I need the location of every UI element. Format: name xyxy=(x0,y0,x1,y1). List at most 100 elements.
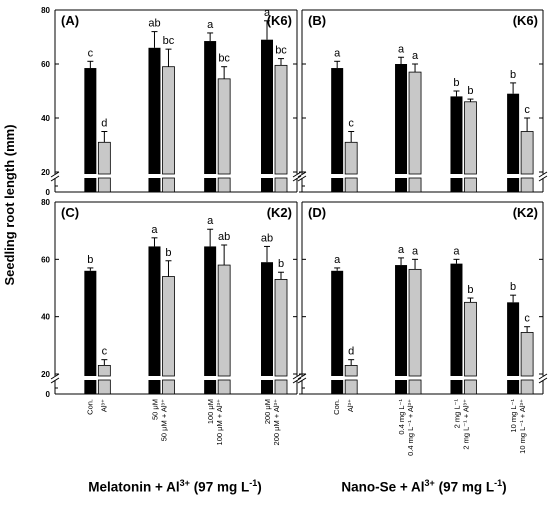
significance-letter: a xyxy=(412,245,419,257)
cultivar-tag: (K2) xyxy=(513,205,538,220)
bar-control-stub xyxy=(148,380,161,394)
bar-al-stub xyxy=(162,177,175,193)
panel-tag: (B) xyxy=(308,13,326,28)
axis-break-mark xyxy=(50,175,60,182)
panel-tag: (A) xyxy=(61,13,79,28)
bar-al xyxy=(408,268,422,377)
bar-control-stub xyxy=(204,380,217,394)
y-tick-label: 80 xyxy=(41,6,50,15)
x-axis-title-nano-se: Nano-Se + Al3+ (97 mg L-1) xyxy=(341,478,507,495)
bar-al xyxy=(344,364,358,377)
significance-letter: c xyxy=(524,313,530,325)
significance-letter: a xyxy=(334,47,341,59)
x-tick-label: 100 μM xyxy=(206,399,215,424)
x-tick-label: 0.4 mg L⁻¹ xyxy=(397,398,406,434)
axis-break-mark xyxy=(297,171,307,178)
cultivar-tag: (K6) xyxy=(267,13,292,28)
panel-tag: (C) xyxy=(61,205,79,220)
significance-letter: bc xyxy=(163,35,175,47)
bar-control-stub xyxy=(331,178,344,192)
bar-control-stub xyxy=(84,380,97,394)
significance-letter: a xyxy=(453,245,460,257)
bar-al xyxy=(520,131,534,175)
axis-break-mark xyxy=(292,373,302,380)
bar-control xyxy=(507,93,520,174)
bar-al-stub xyxy=(97,379,111,395)
axis-break-mark xyxy=(538,377,548,384)
x-tick-label: 100 μM + Al³⁺ xyxy=(215,399,224,445)
bar-control xyxy=(395,64,408,174)
significance-letter: c xyxy=(348,118,354,130)
axis-break-mark xyxy=(297,373,307,380)
x-tick-label: 10 mg L⁻¹ + Al³⁺ xyxy=(518,399,527,454)
axis-break-mark xyxy=(50,377,60,384)
axis-break-mark xyxy=(538,175,548,182)
significance-letter: b xyxy=(87,254,93,266)
cultivar-tag: (K2) xyxy=(267,205,292,220)
bar-al-stub xyxy=(344,379,358,395)
significance-letter: a xyxy=(264,7,271,19)
bar-al xyxy=(520,332,534,377)
significance-letter: b xyxy=(467,85,473,97)
significance-letter: c xyxy=(102,346,108,358)
bar-control xyxy=(331,270,344,376)
significance-letter: b xyxy=(165,247,171,259)
axis-break-mark xyxy=(292,171,302,178)
y-tick-label: 20 xyxy=(41,168,50,177)
y-tick-label: 20 xyxy=(41,370,50,379)
bar-al-stub xyxy=(162,379,175,395)
cultivar-tag: (K6) xyxy=(513,13,538,28)
x-tick-label: Al³⁺ xyxy=(99,399,108,412)
x-tick-label: 50 μM + Al³⁺ xyxy=(159,399,168,441)
bar-control-stub xyxy=(450,178,463,192)
bar-al-stub xyxy=(274,379,288,395)
bar-al xyxy=(274,64,288,175)
axis-break-mark xyxy=(297,175,307,182)
bar-al xyxy=(344,141,358,175)
x-tick-labels: Con. Al³⁺ 50 μM 50 μM + Al³⁺ 100 μM 100 μM + … xyxy=(85,398,527,455)
bar-control xyxy=(148,47,161,174)
significance-letter: bc xyxy=(218,53,230,65)
bar-al xyxy=(274,278,288,377)
significance-letter: ab xyxy=(218,231,230,243)
axis-break-mark xyxy=(292,175,302,182)
bar-control xyxy=(148,246,161,376)
bar-al-stub xyxy=(520,379,534,395)
axis-break-mark xyxy=(538,373,548,380)
bar-control-stub xyxy=(395,178,408,192)
bar-al-stub xyxy=(464,177,477,193)
y-tick-label: 0 xyxy=(46,188,51,197)
bar-al-stub xyxy=(408,177,422,193)
bar-al-stub xyxy=(344,177,358,193)
y-tick-label: 80 xyxy=(41,198,50,207)
bar-control-stub xyxy=(507,178,520,192)
significance-letter: b xyxy=(510,69,516,81)
bar-control xyxy=(261,262,274,376)
bar-al xyxy=(217,264,231,377)
bar-control-stub xyxy=(84,178,97,192)
bar-al-stub xyxy=(97,177,111,193)
significance-letter: b xyxy=(278,258,284,270)
bar-al-stub xyxy=(408,379,422,395)
x-tick-label: 200 μM + Al³⁺ xyxy=(272,399,281,445)
y-tick-label: 60 xyxy=(41,60,50,69)
bar-control xyxy=(450,96,463,174)
bar-control xyxy=(261,39,274,175)
significance-letter: a xyxy=(334,254,341,266)
bar-al-stub xyxy=(217,379,231,395)
bar-al xyxy=(464,101,477,175)
bar-control xyxy=(395,265,408,376)
significance-letter: a xyxy=(398,43,405,55)
y-tick-label: 60 xyxy=(41,255,50,264)
x-tick-label: Al³⁺ xyxy=(346,399,355,412)
x-tick-label: 2 mg L⁻¹ + Al³⁺ xyxy=(461,399,470,450)
bar-al-stub xyxy=(464,379,477,395)
significance-letter: d xyxy=(348,346,354,358)
bar-al-stub xyxy=(520,177,534,193)
significance-letter: a xyxy=(207,19,214,31)
bar-control xyxy=(84,68,97,174)
significance-letter: b xyxy=(467,284,473,296)
significance-letter: ab xyxy=(261,232,273,244)
y-axis-title: Seedling root length (mm) xyxy=(2,124,17,285)
